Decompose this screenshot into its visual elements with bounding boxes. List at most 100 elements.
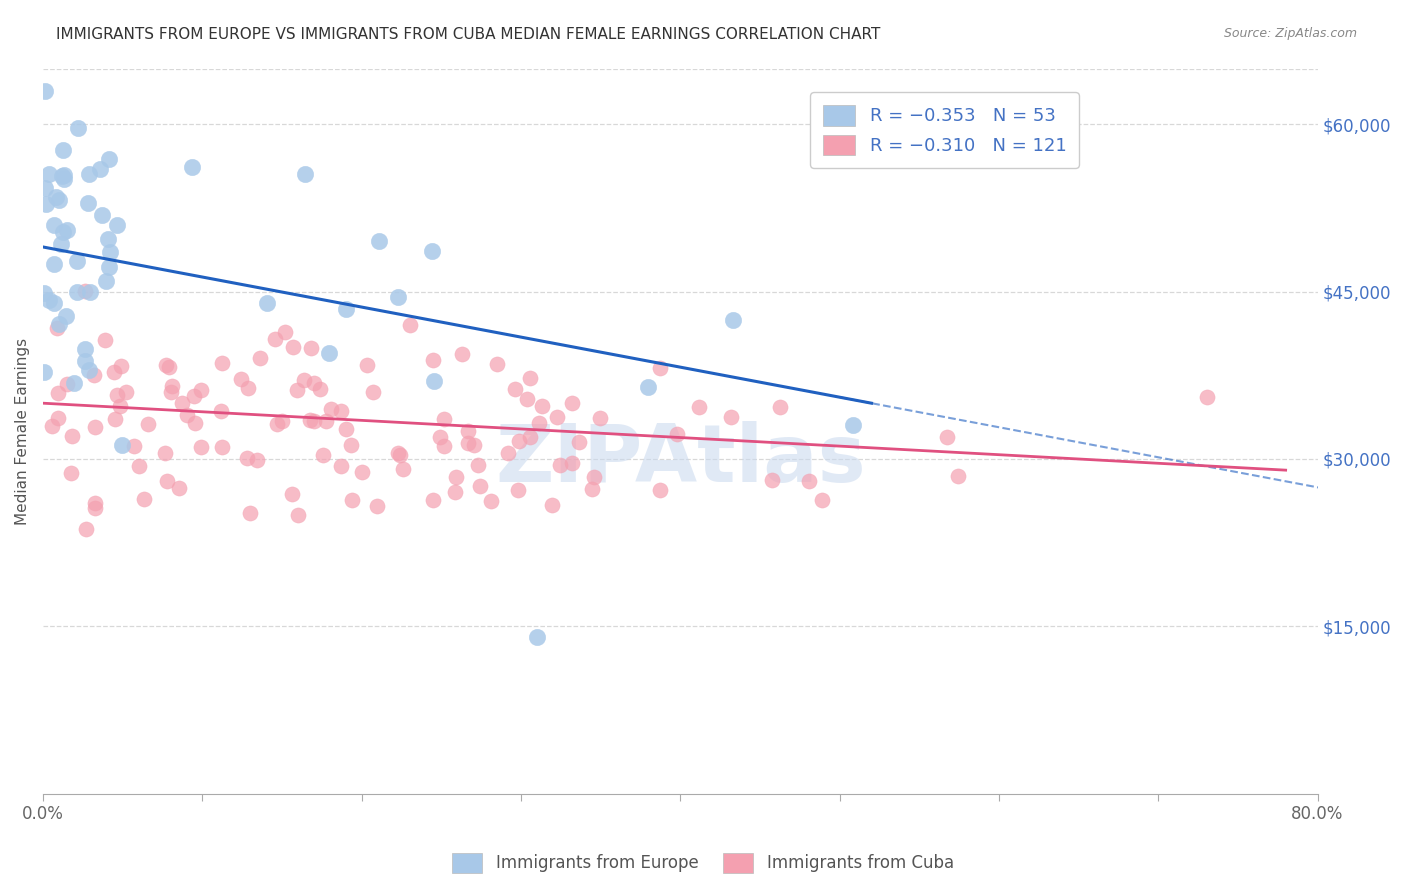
Point — [503, 382, 526, 396]
Point — [249, 351, 271, 365]
Point — [51, 169, 73, 184]
Point — [496, 446, 519, 460]
Point — [519, 430, 541, 444]
Point — [420, 244, 443, 259]
Point — [330, 404, 353, 418]
Point — [236, 451, 259, 466]
Point — [450, 347, 472, 361]
Point — [429, 430, 451, 444]
Point — [98, 260, 121, 275]
Point — [281, 487, 304, 501]
Point — [77, 167, 100, 181]
Point — [79, 285, 101, 300]
Point — [550, 458, 572, 472]
Point — [53, 168, 76, 182]
Point — [287, 508, 309, 522]
Point — [153, 445, 176, 459]
Point — [93, 333, 115, 347]
Point — [274, 325, 297, 339]
Point — [281, 341, 304, 355]
Point — [111, 438, 134, 452]
Point — [157, 359, 180, 374]
Point — [546, 409, 568, 424]
Point — [211, 440, 233, 454]
Point — [302, 414, 325, 428]
Point — [294, 167, 316, 181]
Point — [239, 506, 262, 520]
Point — [366, 500, 388, 514]
Point — [60, 467, 83, 481]
Point — [797, 475, 820, 489]
Point — [75, 522, 97, 536]
Point — [46, 321, 69, 335]
Point — [688, 400, 710, 414]
Point — [97, 232, 120, 246]
Point — [302, 376, 325, 390]
Point — [79, 363, 101, 377]
Point — [48, 411, 70, 425]
Point — [105, 388, 128, 402]
Point — [52, 143, 75, 157]
Point — [264, 332, 287, 346]
Point — [589, 411, 612, 425]
Point — [423, 374, 446, 388]
Point — [167, 481, 190, 495]
Point — [720, 410, 742, 425]
Point — [108, 400, 131, 414]
Point — [211, 356, 233, 370]
Point — [541, 498, 564, 512]
Point — [41, 419, 63, 434]
Point — [172, 396, 194, 410]
Point — [52, 225, 75, 239]
Point — [246, 453, 269, 467]
Point — [769, 401, 792, 415]
Point — [457, 436, 479, 450]
Point — [299, 341, 322, 355]
Point — [637, 379, 659, 393]
Point — [231, 372, 253, 386]
Point — [77, 195, 100, 210]
Point — [463, 438, 485, 452]
Point — [83, 420, 105, 434]
Point — [107, 218, 129, 232]
Point — [387, 290, 409, 304]
Point — [128, 458, 150, 473]
Point — [134, 492, 156, 507]
Point — [190, 383, 212, 397]
Point — [160, 384, 183, 399]
Point — [34, 285, 56, 300]
Point — [335, 302, 357, 317]
Point — [335, 422, 357, 436]
Point — [83, 496, 105, 510]
Point — [583, 470, 606, 484]
Point — [183, 416, 205, 430]
Point — [309, 383, 332, 397]
Point — [568, 435, 591, 450]
Point — [387, 445, 409, 459]
Point — [56, 377, 79, 392]
Point — [389, 448, 412, 462]
Point — [318, 346, 340, 360]
Point — [444, 485, 467, 500]
Point — [38, 167, 60, 181]
Point — [271, 414, 294, 428]
Point — [53, 171, 76, 186]
Point — [63, 376, 86, 390]
Point — [183, 389, 205, 403]
Point — [103, 365, 125, 379]
Point — [73, 342, 96, 356]
Point — [457, 424, 479, 438]
Point — [761, 473, 783, 487]
Point — [350, 465, 373, 479]
Point — [342, 493, 364, 508]
Point — [34, 181, 56, 195]
Point — [935, 430, 957, 444]
Point — [948, 469, 970, 483]
Point — [60, 429, 83, 443]
Point — [561, 396, 583, 410]
Point — [42, 295, 65, 310]
Point — [114, 384, 136, 399]
Point — [527, 416, 550, 430]
Point — [485, 357, 508, 371]
Point — [56, 223, 79, 237]
